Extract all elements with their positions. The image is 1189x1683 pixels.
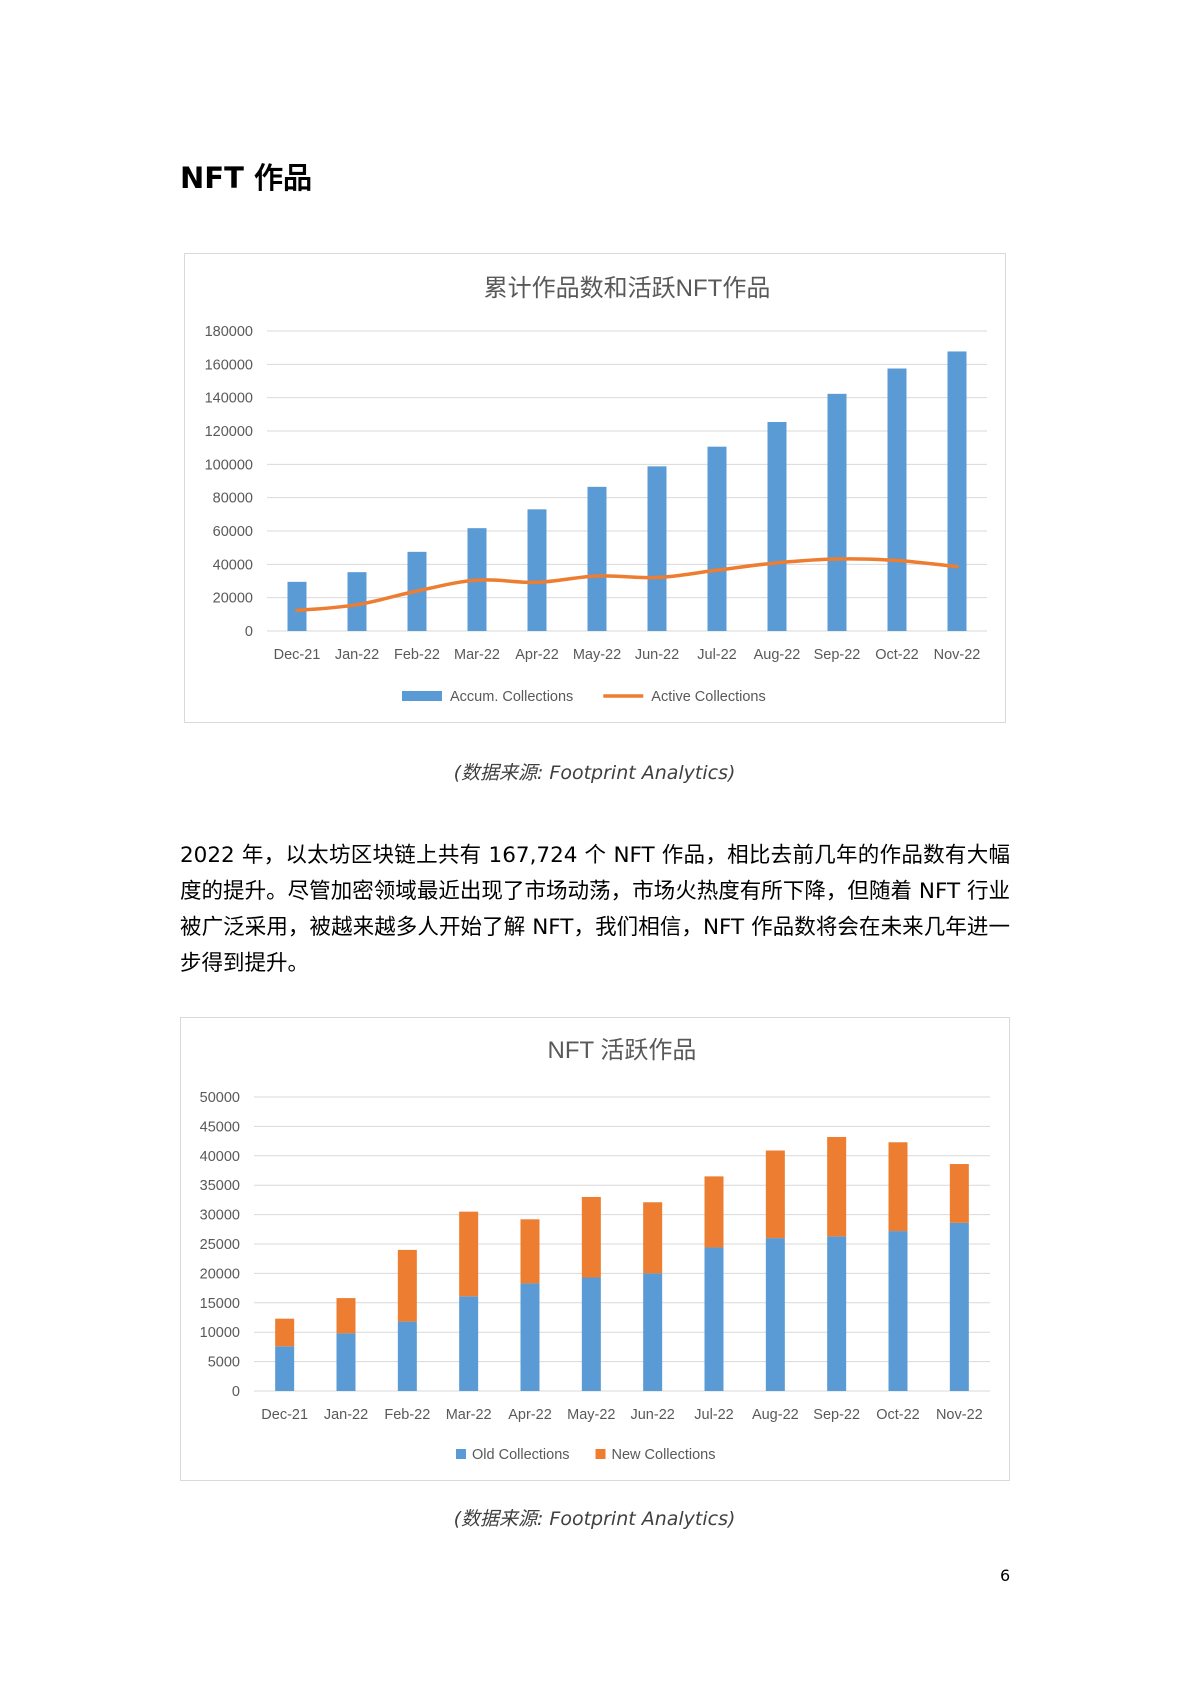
chart1-y-tick-label: 180000 <box>205 324 253 340</box>
chart2-x-tick-label: May-22 <box>567 1407 615 1423</box>
chart1-x-tick-label: Oct-22 <box>875 647 919 663</box>
chart2-x-tick-label: Nov-22 <box>936 1407 983 1423</box>
chart2-bar-new <box>581 1196 601 1278</box>
chart2-source-caption: (数据来源: Footprint Analytics) <box>453 1508 736 1530</box>
chart2-x-tick-label: Mar-22 <box>446 1407 492 1423</box>
chart1-legend-0-marker <box>402 691 442 701</box>
chart2-bar-new <box>765 1150 785 1239</box>
chart1-title: 累计作品数和活跃NFT作品 <box>484 275 771 302</box>
chart1-x-tick-label: Feb-22 <box>394 647 440 663</box>
chart2-bar-old <box>459 1296 479 1391</box>
chart-active-stacked-svg: NFT 活跃作品 0 5000 10000 15000 20000 25000 30000 35… <box>200 1037 990 1463</box>
chart1-y-tick-label: 40000 <box>213 557 253 573</box>
chart1-x-tick-label: May-22 <box>573 647 621 663</box>
chart2-y-tick-label: 0 <box>232 1384 240 1400</box>
chart2-legend-1-marker <box>595 1449 606 1459</box>
chart2-y-tick-label: 45000 <box>200 1119 240 1135</box>
chart1-x-tick-label: Jun-22 <box>635 647 679 663</box>
chart1-y-tick-label: 100000 <box>205 457 253 473</box>
chart2-x-tick-label: Aug-22 <box>752 1407 799 1423</box>
chart2-bar-old <box>827 1236 847 1391</box>
chart2-bar-old <box>520 1283 540 1391</box>
chart2-bar-old <box>336 1333 356 1391</box>
chart2-bar-new <box>827 1136 847 1237</box>
chart1-bar-accum <box>947 351 967 631</box>
chart1-x-tick-label: Mar-22 <box>454 647 500 663</box>
chart2-bar-old <box>581 1277 601 1391</box>
chart2-bar-new <box>336 1298 356 1334</box>
chart2-bar-old <box>643 1273 663 1391</box>
chart1-source-caption: (数据来源: Footprint Analytics) <box>453 762 736 784</box>
chart2-bar-old <box>397 1321 417 1391</box>
chart2-bar-new <box>459 1211 479 1297</box>
chart1-y-tick-label: 0 <box>245 624 253 640</box>
chart2-legend-1-label: New Collections <box>612 1447 716 1463</box>
chart2-x-tick-label: Sep-22 <box>813 1407 860 1423</box>
chart1-x-tick-label: Dec-21 <box>274 647 321 663</box>
chart1-bar-accum <box>767 422 787 631</box>
chart1-bar-accum <box>287 581 307 631</box>
chart1-bar-accum <box>647 466 667 631</box>
chart2-x-tick-label: Jul-22 <box>694 1407 734 1423</box>
chart1-bar-accum <box>587 486 607 631</box>
chart1-y-tick-label: 140000 <box>205 391 253 407</box>
chart2-y-tick-label: 5000 <box>208 1355 240 1371</box>
chart1-x-tick-label: Aug-22 <box>754 647 801 663</box>
chart1-x-tick-label: Jul-22 <box>697 647 737 663</box>
chart1-legend-0-label: Accum. Collections <box>450 689 573 705</box>
chart2-y-tick-label: 20000 <box>200 1266 240 1282</box>
chart2-legend-0-marker <box>456 1449 466 1459</box>
chart2-bar-old <box>949 1222 969 1391</box>
chart1-bar-accum <box>827 393 847 631</box>
chart2-bar-new <box>520 1219 540 1284</box>
chart-accumulated-active-svg: 累计作品数和活跃NFT作品 0 20000 40000 60000 80000 100000… <box>205 275 987 705</box>
chart2-bar-new <box>949 1164 969 1223</box>
chart2-x-tick-label: Dec-21 <box>261 1407 308 1423</box>
chart-active-stacked: NFT 活跃作品 0 5000 10000 15000 20000 25000 30000 35… <box>180 1017 1010 1481</box>
chart1-bar-accum <box>707 446 727 631</box>
page-heading: NFT 作品 <box>180 161 312 195</box>
chart2-bar-old <box>888 1231 908 1391</box>
chart2-x-tick-label: Feb-22 <box>384 1407 430 1423</box>
chart1-bar-accum <box>527 509 547 631</box>
chart-accumulated-active: 累计作品数和活跃NFT作品 0 20000 40000 60000 80000 100000… <box>184 253 1006 723</box>
chart2-x-tick-label: Apr-22 <box>508 1407 552 1423</box>
chart1-legend-1-label: Active Collections <box>651 689 765 705</box>
chart2-bar-old <box>275 1346 295 1391</box>
chart1-x-tick-label: Nov-22 <box>934 647 981 663</box>
chart2-x-tick-label: Jun-22 <box>630 1407 674 1423</box>
chart1-x-tick-label: Apr-22 <box>515 647 559 663</box>
chart2-bar-new <box>888 1142 908 1232</box>
chart2-y-tick-label: 10000 <box>200 1325 240 1341</box>
chart2-bar-new <box>643 1202 663 1274</box>
chart1-y-tick-label: 120000 <box>205 424 253 440</box>
chart1-x-tick-label: Jan-22 <box>335 647 379 663</box>
chart2-x-tick-label: Oct-22 <box>876 1407 920 1423</box>
chart2-bar-old <box>765 1238 785 1391</box>
chart2-y-tick-label: 25000 <box>200 1237 240 1253</box>
chart1-bar-accum <box>887 368 907 631</box>
chart2-y-tick-label: 30000 <box>200 1208 240 1224</box>
chart2-bar-new <box>275 1318 295 1347</box>
page-number: 6 <box>1000 1566 1011 1585</box>
chart2-y-tick-label: 15000 <box>200 1296 240 1312</box>
chart2-x-tick-label: Jan-22 <box>324 1407 368 1423</box>
chart1-y-tick-label: 160000 <box>205 357 253 373</box>
chart2-y-tick-label: 40000 <box>200 1149 240 1165</box>
chart1-x-tick-label: Sep-22 <box>814 647 861 663</box>
chart2-title: NFT 活跃作品 <box>548 1037 697 1064</box>
chart1-y-tick-label: 80000 <box>213 491 253 507</box>
chart2-legend-0-label: Old Collections <box>472 1447 570 1463</box>
chart1-line-active <box>295 557 959 613</box>
body-paragraph: 2022 年，以太坊区块链上共有 167,724 个 NFT 作品，相比去前几年… <box>180 843 1010 976</box>
chart2-bar-old <box>704 1247 724 1391</box>
chart2-y-tick-label: 50000 <box>200 1090 240 1106</box>
chart1-y-tick-label: 60000 <box>213 524 253 540</box>
chart2-bar-new <box>397 1249 417 1322</box>
chart1-y-tick-label: 20000 <box>213 591 253 607</box>
chart2-bar-new <box>704 1176 724 1248</box>
chart2-y-tick-label: 35000 <box>200 1178 240 1194</box>
chart1-bar-accum <box>347 572 367 631</box>
